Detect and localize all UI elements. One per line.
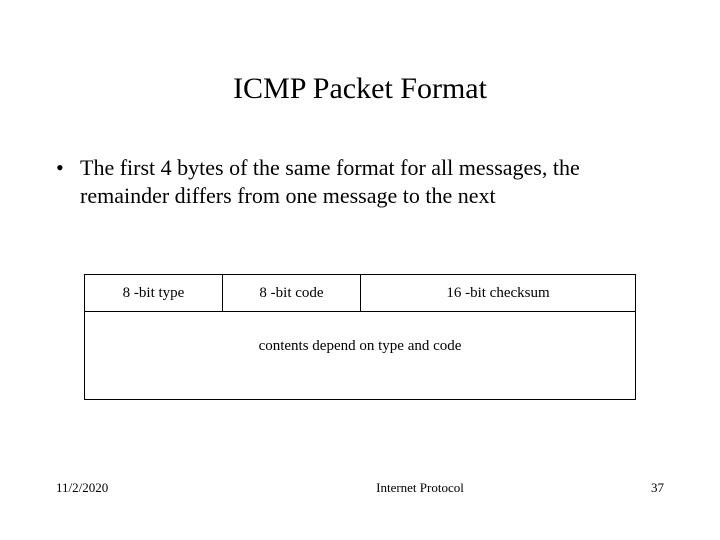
cell-contents: contents depend on type and code bbox=[259, 338, 462, 355]
bullet-marker: • bbox=[56, 154, 80, 210]
packet-header-row: 8 -bit type 8 -bit code 16 -bit checksum bbox=[85, 275, 635, 311]
slide-title: ICMP Packet Format bbox=[0, 72, 720, 106]
packet-diagram: 8 -bit type 8 -bit code 16 -bit checksum… bbox=[84, 274, 636, 400]
bullet-text: The first 4 bytes of the same format for… bbox=[80, 154, 656, 210]
cell-type: 8 -bit type bbox=[85, 275, 223, 311]
body-text: • The first 4 bytes of the same format f… bbox=[56, 154, 656, 210]
footer: 11/2/2020 Internet Protocol 37 bbox=[56, 480, 664, 496]
packet-contents-row: contents depend on type and code bbox=[85, 311, 635, 399]
bullet-item: • The first 4 bytes of the same format f… bbox=[56, 154, 656, 210]
footer-date: 11/2/2020 bbox=[56, 480, 256, 496]
footer-page: 37 bbox=[584, 480, 664, 496]
footer-title: Internet Protocol bbox=[256, 480, 584, 496]
slide: ICMP Packet Format • The first 4 bytes o… bbox=[0, 0, 720, 540]
cell-code: 8 -bit code bbox=[223, 275, 361, 311]
cell-checksum: 16 -bit checksum bbox=[361, 275, 635, 311]
